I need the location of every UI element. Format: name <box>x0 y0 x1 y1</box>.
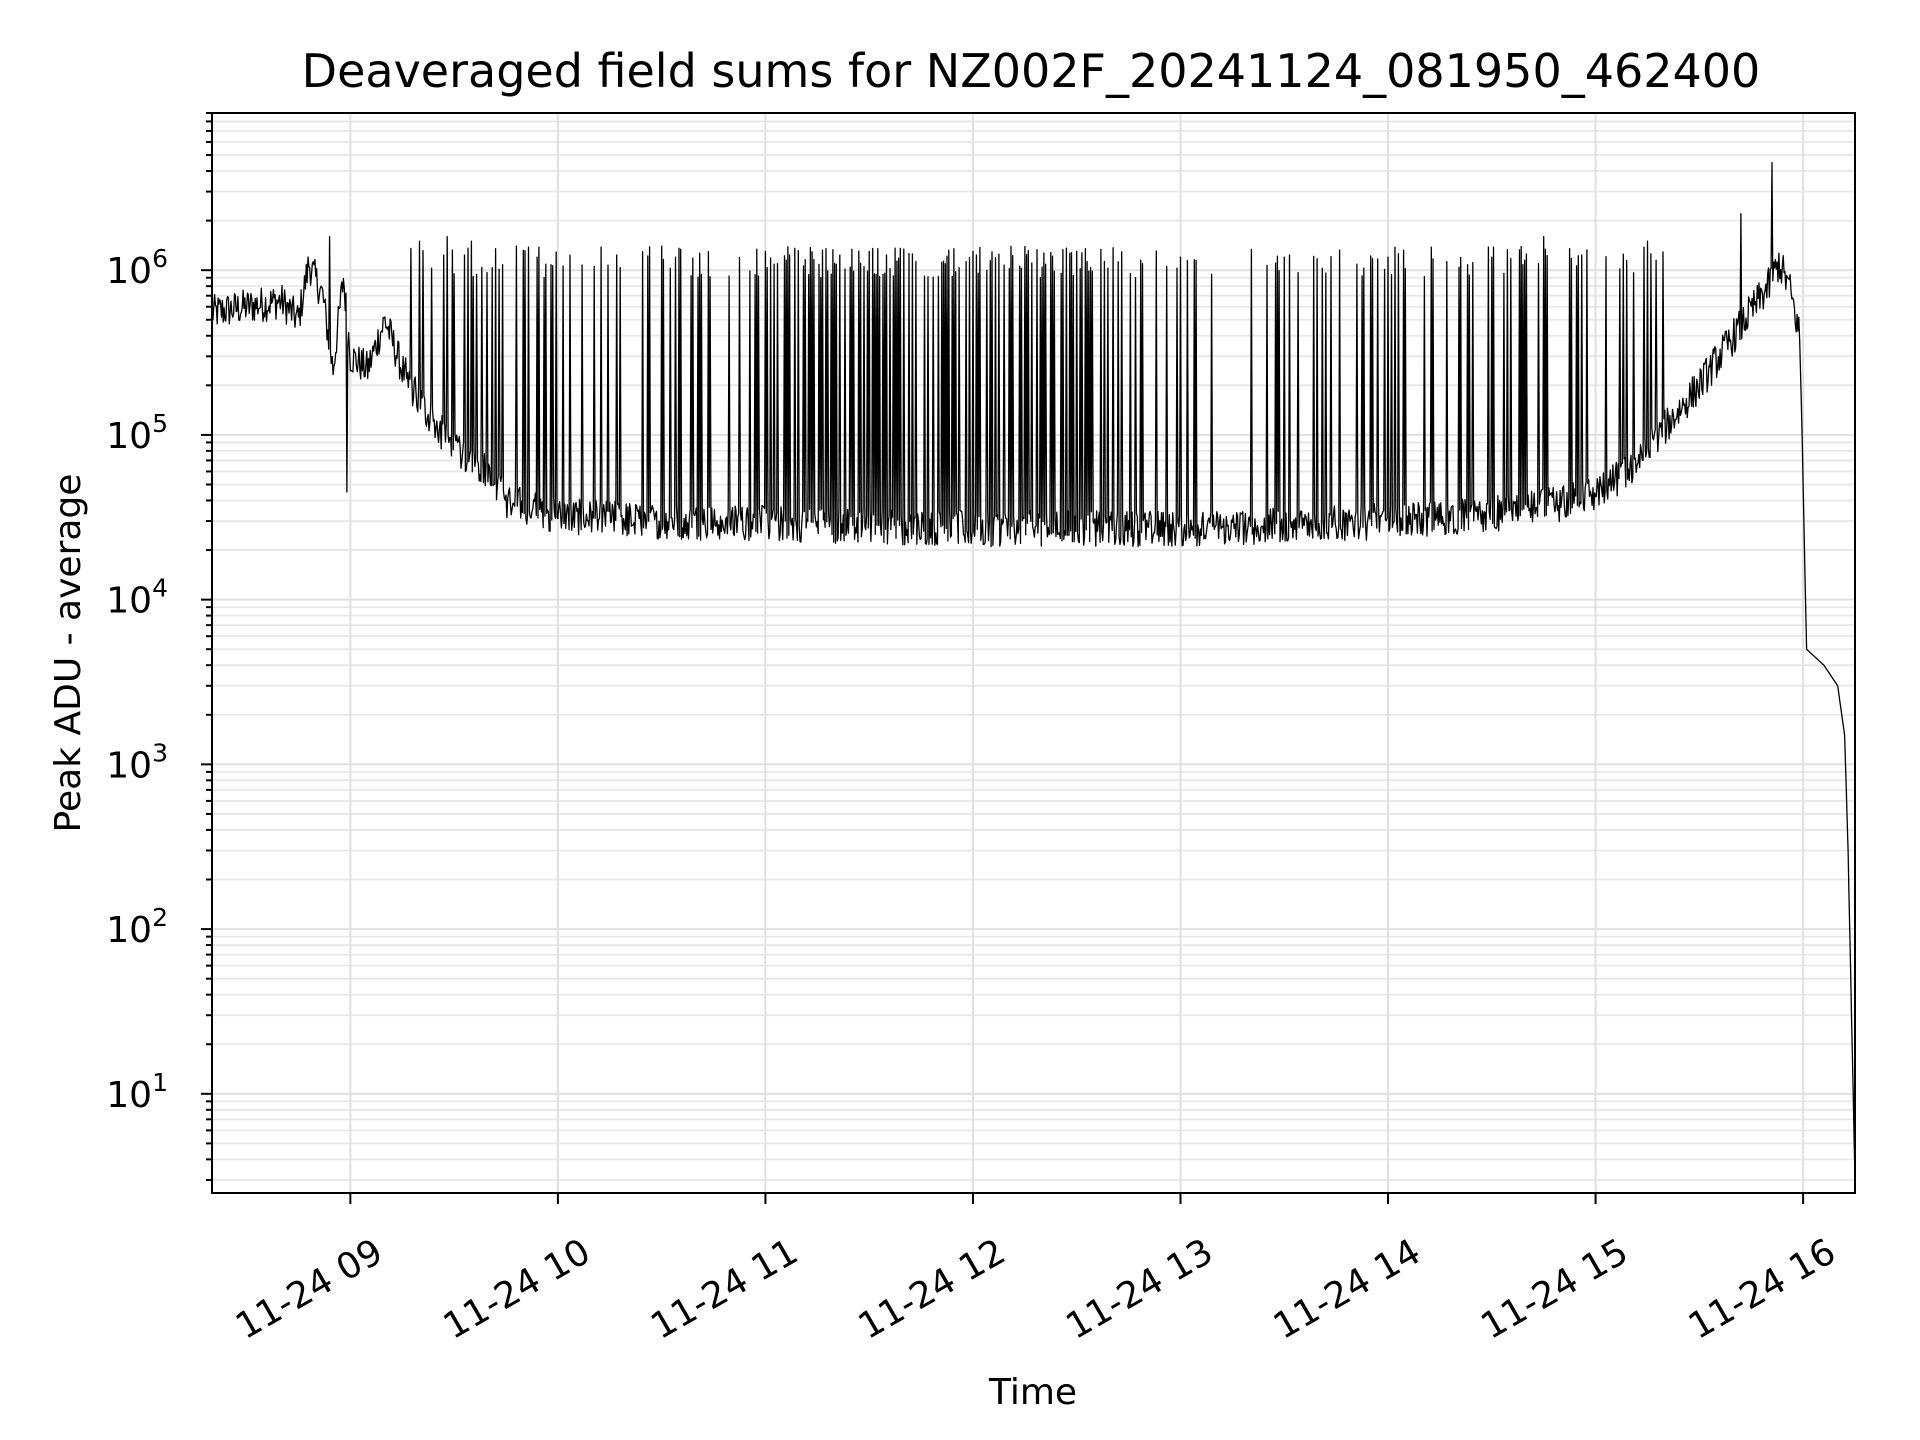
y-tick-label-exponent: 4 <box>152 574 168 603</box>
y-tick-label: 104 <box>106 574 168 622</box>
x-axis-label: Time <box>988 1372 1077 1413</box>
x-tick-label: 11-24 12 <box>852 1231 1013 1347</box>
x-tick-label: 11-24 09 <box>229 1231 390 1347</box>
y-tick-label-exponent: 5 <box>152 409 168 438</box>
plot-frame <box>211 112 1856 1194</box>
y-tick-label-base: 10 <box>106 1075 152 1116</box>
y-tick-label-base: 10 <box>106 745 152 786</box>
y-tick-label-exponent: 6 <box>152 244 168 273</box>
x-tick-label: 11-24 10 <box>437 1231 598 1347</box>
y-tick-label: 106 <box>106 244 168 292</box>
y-tick-label: 105 <box>106 409 168 457</box>
y-axis-label: Peak ADU - average <box>48 474 89 833</box>
y-tick-label: 102 <box>106 903 168 951</box>
x-tick-label: 11-24 13 <box>1059 1231 1220 1347</box>
grid <box>212 112 1855 1193</box>
chart-title: Deaveraged field sums for NZ002F_2024112… <box>302 44 1761 98</box>
y-tick-label-base: 10 <box>106 910 152 951</box>
x-tick-label: 11-24 15 <box>1474 1231 1635 1347</box>
x-tick-label: 11-24 11 <box>644 1231 805 1347</box>
y-tick-label: 103 <box>106 738 168 786</box>
y-tick-label: 101 <box>106 1068 168 1116</box>
y-tick-label-exponent: 1 <box>152 1068 168 1097</box>
y-tick-label-exponent: 3 <box>152 738 168 767</box>
x-tick-label: 11-24 14 <box>1267 1231 1428 1347</box>
y-tick-label-base: 10 <box>106 581 152 622</box>
x-axis: 11-24 09 11-24 10 11-24 11 11-24 12 11-24 13… <box>229 1193 1843 1348</box>
series-line <box>211 161 1856 1181</box>
y-tick-label-exponent: 2 <box>152 903 168 932</box>
y-tick-label-base: 10 <box>106 251 152 292</box>
y-tick-label-base: 10 <box>106 416 152 457</box>
x-tick-label: 11-24 16 <box>1682 1231 1843 1347</box>
